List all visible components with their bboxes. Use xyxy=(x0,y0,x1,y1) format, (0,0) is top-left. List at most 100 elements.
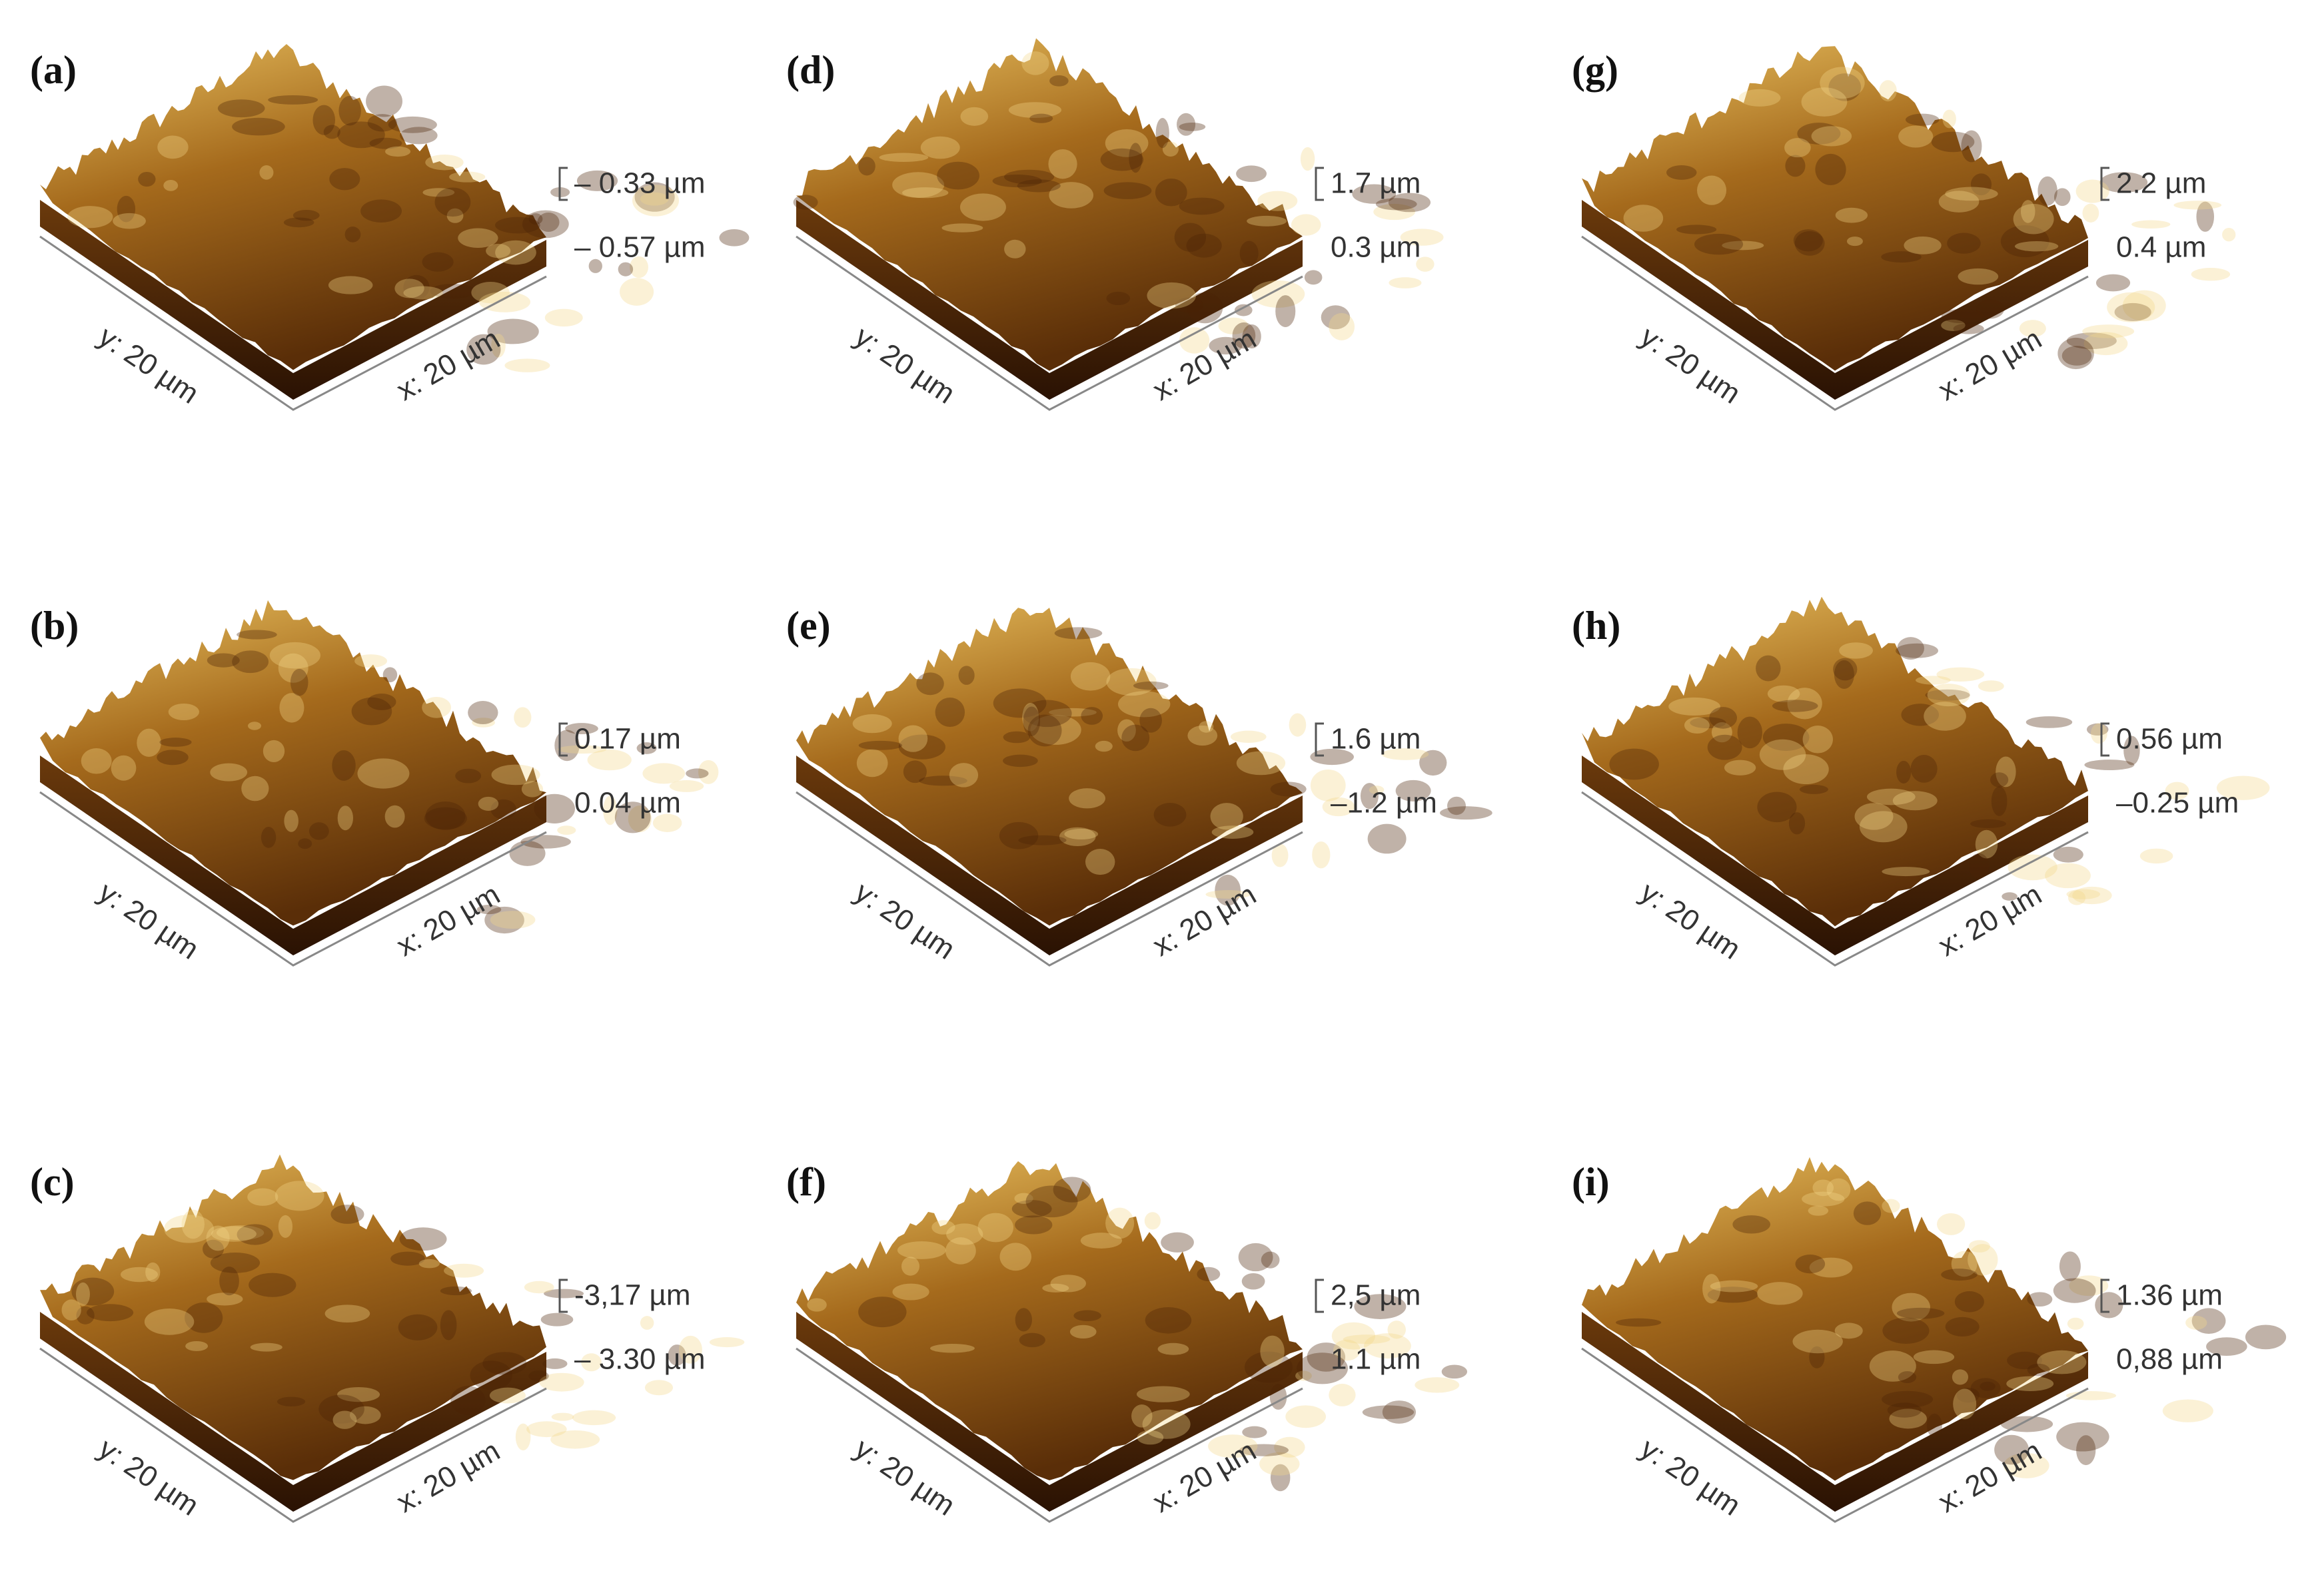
surface-texture xyxy=(369,137,402,149)
surface-texture xyxy=(1835,207,1868,223)
surface-texture xyxy=(1021,51,1049,75)
surface-texture xyxy=(2191,1308,2226,1334)
panel-label: (g) xyxy=(1572,48,1618,92)
surface-texture xyxy=(1990,772,2009,788)
surface-texture xyxy=(992,175,1042,188)
surface-texture xyxy=(1155,118,1169,149)
surface-texture xyxy=(2002,892,2018,901)
axis-frame xyxy=(39,1347,547,1523)
surface-texture xyxy=(1898,1371,1917,1384)
surface-texture xyxy=(440,1310,457,1340)
surface-texture xyxy=(308,822,329,840)
surface-texture xyxy=(1970,1378,2001,1398)
surface-texture xyxy=(1799,784,1828,794)
surface-texture xyxy=(312,105,336,135)
surface-texture xyxy=(2053,846,2083,863)
afm-panel: (d)1.7 µm0.3 µmy: 20 µm x: 20 µm xyxy=(786,38,1444,411)
surface-texture xyxy=(941,223,983,233)
surface-texture xyxy=(2059,1251,2081,1281)
surface-texture xyxy=(1375,198,1417,211)
y-axis-label: y: 20 µm xyxy=(1634,320,1746,410)
surface-texture xyxy=(219,1267,239,1296)
surface-texture xyxy=(422,252,454,272)
z-scale-bar xyxy=(1315,167,1324,201)
z-top-label: – 0.33 µm xyxy=(574,167,706,200)
surface-texture xyxy=(1784,138,1811,158)
surface-texture xyxy=(1215,874,1241,906)
surface-texture xyxy=(1910,755,1938,783)
panel-label: (e) xyxy=(786,604,831,648)
surface-texture xyxy=(1059,827,1096,847)
surface-texture xyxy=(366,85,402,117)
surface-texture xyxy=(1815,153,1846,185)
surface-texture xyxy=(2007,1351,2042,1370)
surface-texture xyxy=(630,256,648,278)
surface-texture xyxy=(1251,280,1305,308)
surface-texture xyxy=(509,840,546,866)
surface-texture xyxy=(1892,1293,1930,1322)
surface-texture xyxy=(1869,1350,1916,1382)
surface-texture xyxy=(999,1243,1031,1271)
surface xyxy=(796,608,1303,926)
surface-texture xyxy=(852,714,892,734)
surface-texture xyxy=(2066,889,2101,899)
surface-texture xyxy=(1882,1317,1930,1344)
axis-frame xyxy=(39,791,547,967)
surface-texture xyxy=(930,1344,975,1353)
surface-texture xyxy=(111,755,137,781)
surface-texture xyxy=(2123,736,2140,766)
surface-texture xyxy=(1177,113,1196,136)
y-axis-label: y: 20 µm xyxy=(1634,1432,1746,1522)
surface-texture xyxy=(2037,176,2057,206)
surface-texture xyxy=(1447,796,1466,815)
surface-texture xyxy=(1794,231,1825,256)
surface-texture xyxy=(1069,1324,1097,1339)
surface-texture xyxy=(640,1316,654,1330)
z-top-label: -3,17 µm xyxy=(574,1279,691,1312)
surface-texture xyxy=(1103,182,1152,199)
surface-texture xyxy=(1623,205,1664,232)
surface-texture xyxy=(1321,305,1351,330)
surface-texture xyxy=(1270,782,1307,797)
surface-texture xyxy=(1419,750,1447,776)
surface-texture xyxy=(450,1386,486,1415)
afm-panel: (b)0.17 µm0.04 µmy: 20 µm x: 20 µm xyxy=(30,600,719,967)
surface-texture xyxy=(81,748,112,774)
surface-texture xyxy=(275,1181,324,1211)
surface-texture xyxy=(424,807,467,830)
surface-texture xyxy=(2082,324,2135,338)
surface-texture xyxy=(1722,241,1764,251)
surface-texture xyxy=(1131,1404,1153,1428)
surface-texture xyxy=(1809,1257,1853,1278)
surface-texture xyxy=(1896,643,1938,658)
surface-texture xyxy=(399,1227,447,1251)
surface-texture xyxy=(1961,130,1982,163)
surface-texture xyxy=(1106,291,1131,305)
surface-texture xyxy=(1609,748,1659,780)
surface-texture xyxy=(557,745,607,754)
surface-texture xyxy=(858,1297,907,1328)
surface-texture xyxy=(539,1372,584,1392)
surface-texture xyxy=(2084,760,2135,770)
surface-texture xyxy=(1882,1390,1934,1408)
z-bottom-label: –0.25 µm xyxy=(2116,787,2239,819)
surface-texture xyxy=(554,730,580,762)
surface-texture xyxy=(572,1410,616,1426)
surface-texture xyxy=(1441,1364,1468,1379)
surface-texture xyxy=(425,801,466,830)
surface-texture xyxy=(1210,803,1243,830)
surface-texture xyxy=(1003,754,1038,768)
axis-frame xyxy=(1581,1347,2089,1523)
surface-texture xyxy=(1892,791,1938,811)
surface-texture xyxy=(1387,1321,1406,1339)
surface xyxy=(1582,46,2088,371)
surface-texture xyxy=(491,764,540,786)
surface-texture xyxy=(120,1267,158,1283)
surface-texture xyxy=(1839,642,1873,659)
surface-texture xyxy=(1732,1215,1770,1234)
surface-texture xyxy=(207,1293,243,1306)
surface-texture xyxy=(603,795,618,825)
surface-texture xyxy=(2045,863,2091,889)
surface-texture xyxy=(1996,756,2016,788)
